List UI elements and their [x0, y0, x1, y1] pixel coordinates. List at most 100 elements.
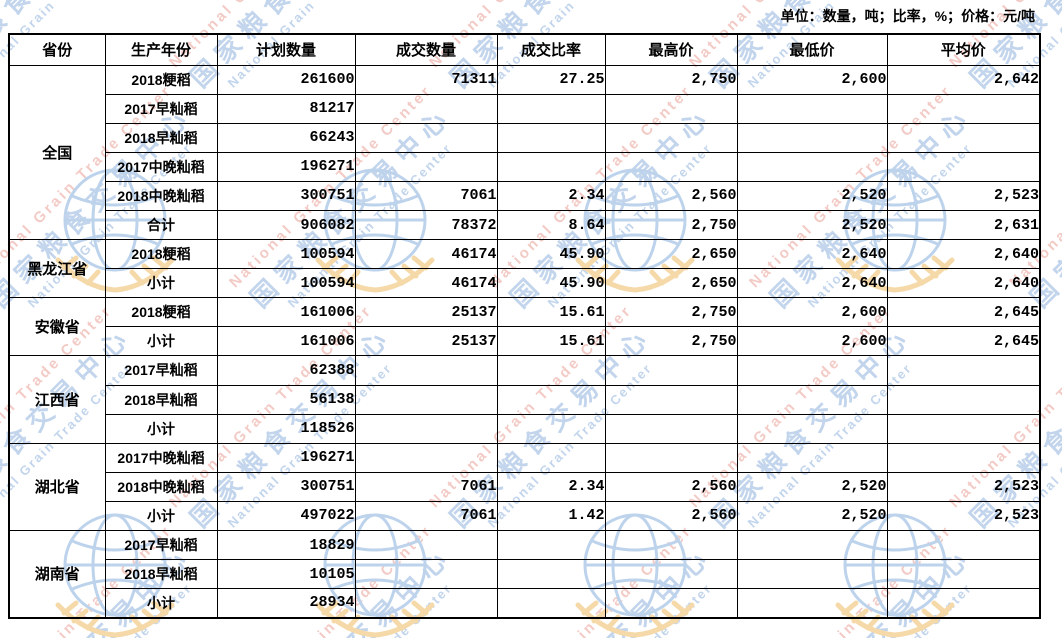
value-cell [604, 529, 738, 561]
table-row: 小计 161006 25137 15.61 2,750 2,600 2,645 [9, 326, 1041, 357]
value-cell: 2,560 [604, 500, 738, 532]
value-cell: 196271 [216, 151, 356, 182]
value-cell: 100594 [216, 239, 356, 270]
table-row: 黑龙江省 2018粳稻 100594 46174 45.90 2,650 2,640 2,64… [8, 239, 1041, 299]
year-cell: 小计 [104, 588, 218, 619]
value-cell: 46174 [354, 239, 498, 270]
column-header: 最高价 [604, 33, 738, 66]
value-cell: 161006 [216, 326, 356, 357]
value-cell: 45.90 [496, 239, 606, 270]
value-cell: 7061 [354, 471, 498, 502]
value-cell: 2,520 [736, 500, 888, 532]
year-cell: 小计 [104, 326, 218, 357]
value-cell: 2,645 [886, 326, 1041, 357]
value-cell: 196271 [216, 442, 356, 473]
value-cell [736, 588, 888, 619]
value-cell: 2,750 [604, 209, 738, 241]
value-cell [354, 93, 498, 124]
value-cell: 18829 [216, 529, 356, 561]
year-cell: 2018中晚籼稻 [104, 180, 218, 211]
year-cell: 合计 [104, 209, 218, 241]
value-cell [496, 384, 606, 415]
year-cell: 2018粳稻 [104, 239, 218, 270]
value-cell: 2,640 [736, 239, 888, 270]
value-cell: 2,640 [886, 239, 1041, 270]
value-cell [604, 93, 738, 124]
value-cell: 8.64 [496, 209, 606, 241]
table-body: 全国 2018粳稻 261600 71311 27.25 2,750 2,600 2,642 2… [8, 64, 1041, 619]
value-cell: 66243 [216, 122, 356, 153]
year-cell: 2017早籼稻 [104, 93, 218, 124]
value-cell: 906082 [216, 209, 356, 241]
value-cell: 2,520 [736, 471, 888, 502]
table-row: 2018早籼稻 10105 [9, 559, 1041, 590]
value-cell: 56138 [216, 384, 356, 415]
value-cell: 100594 [216, 268, 356, 299]
value-cell: 2,650 [604, 239, 738, 270]
value-cell [354, 529, 498, 561]
column-header: 成交比率 [496, 33, 606, 66]
value-cell [354, 384, 498, 415]
value-cell: 46174 [354, 268, 498, 299]
value-cell: 2,631 [886, 209, 1041, 241]
value-cell: 2,600 [736, 64, 888, 95]
value-cell: 45.90 [496, 268, 606, 299]
table-header: 省份 生产年份 计划数量 成交数量 成交比率 最高价 最低价 平均价 [8, 33, 1041, 66]
value-cell: 2,645 [886, 297, 1041, 328]
year-cell: 2017早籼稻 [104, 529, 218, 561]
value-cell: 2,640 [886, 268, 1041, 299]
value-cell: 62388 [216, 355, 356, 386]
province-cell: 湖北省 [8, 442, 106, 532]
value-cell [736, 529, 888, 561]
value-cell: 2,560 [604, 471, 738, 502]
header-row: 省份 生产年份 计划数量 成交数量 成交比率 最高价 最低价 平均价 [8, 33, 1041, 66]
table-row: 2017早籼稻 81217 [9, 93, 1041, 124]
table-row: 2018中晚籼稻 300751 7061 2.34 2,560 2,520 2,523 [9, 471, 1041, 502]
table-row: 小计 118526 [9, 413, 1041, 444]
year-cell: 小计 [104, 500, 218, 532]
value-cell [886, 413, 1041, 444]
unit-note: 单位：数量，吨；比率，%；价格：元/吨 [780, 8, 1035, 24]
value-cell [736, 442, 888, 473]
year-cell: 2018早籼稻 [104, 122, 218, 153]
year-cell: 2017中晚籼稻 [104, 151, 218, 182]
table-row: 小计 28934 [9, 588, 1041, 619]
value-cell: 81217 [216, 93, 356, 124]
value-cell [496, 122, 606, 153]
value-cell: 25137 [354, 326, 498, 357]
value-cell: 10105 [216, 559, 356, 590]
value-cell [354, 588, 498, 619]
year-cell: 2017早籼稻 [104, 355, 218, 386]
value-cell: 2,600 [736, 297, 888, 328]
value-cell [496, 151, 606, 182]
column-header: 生产年份 [104, 33, 218, 66]
value-cell: 15.61 [496, 297, 606, 328]
value-cell: 2,750 [604, 326, 738, 357]
value-cell: 161006 [216, 297, 356, 328]
value-cell: 2,642 [886, 64, 1041, 95]
value-cell: 7061 [354, 500, 498, 532]
year-cell: 小计 [104, 268, 218, 299]
value-cell [886, 93, 1041, 124]
table-row: 江西省 2017早籼稻 62388 [8, 355, 1041, 444]
value-cell: 2,750 [604, 297, 738, 328]
column-header: 成交数量 [354, 33, 498, 66]
column-header: 最低价 [736, 33, 888, 66]
value-cell [354, 413, 498, 444]
value-cell [886, 122, 1041, 153]
value-cell: 25137 [354, 297, 498, 328]
value-cell [604, 413, 738, 444]
table-row: 小计 100594 46174 45.90 2,650 2,640 2,640 [9, 268, 1041, 299]
table-row: 全国 2018粳稻 261600 71311 27.25 2,750 2,600 2,642 [8, 64, 1041, 241]
value-cell [736, 413, 888, 444]
province-cell: 安徽省 [8, 297, 106, 357]
table-row: 2018中晚籼稻 300751 7061 2.34 2,560 2,520 2,523 [9, 180, 1041, 211]
value-cell [496, 588, 606, 619]
value-cell: 2,640 [736, 268, 888, 299]
value-cell [604, 442, 738, 473]
watermark-text-en: National Grain Trade Center [1038, 554, 1062, 638]
value-cell: 15.61 [496, 326, 606, 357]
value-cell [496, 559, 606, 590]
value-cell: 2,560 [604, 180, 738, 211]
